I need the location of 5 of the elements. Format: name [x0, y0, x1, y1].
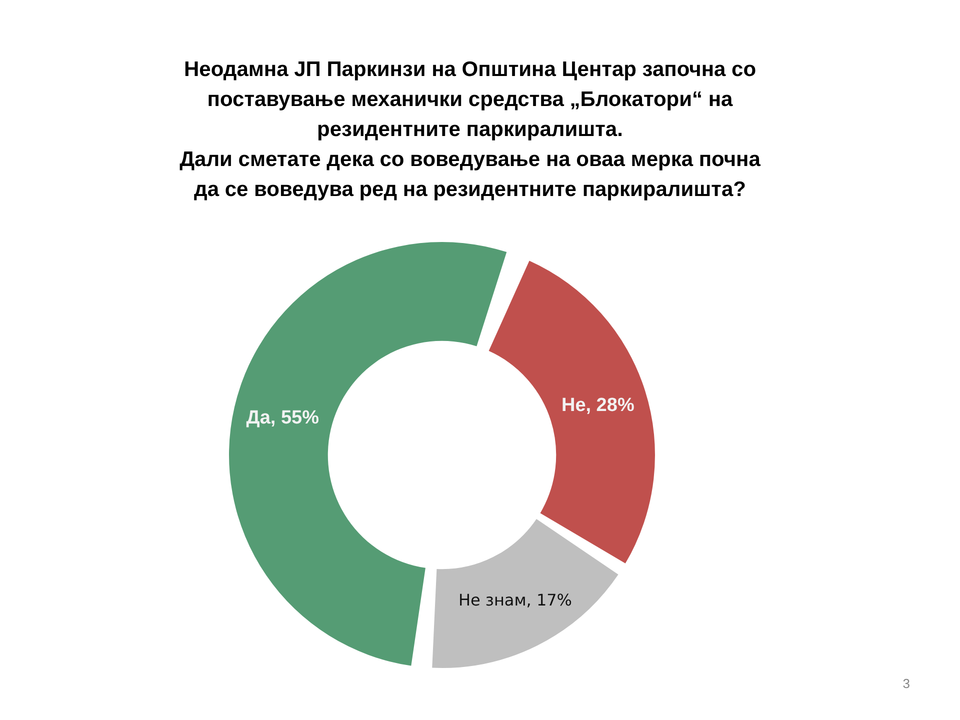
chart-title: Неодамна ЈП Паркинзи на Општина Центар започна со поставување механички средства „Блокатори“ на резидентните паркиралишта. Дали сметате дека со воведување на оваа мерка почна да се воведува ред на резидентните паркиралишта?	[178, 57, 762, 203]
slice-label: Не знам, 17%	[458, 590, 572, 610]
text: 3	[902, 676, 910, 691]
slice-label: Да, 55%	[246, 407, 320, 428]
slice-label: Не, 28%	[561, 394, 634, 416]
